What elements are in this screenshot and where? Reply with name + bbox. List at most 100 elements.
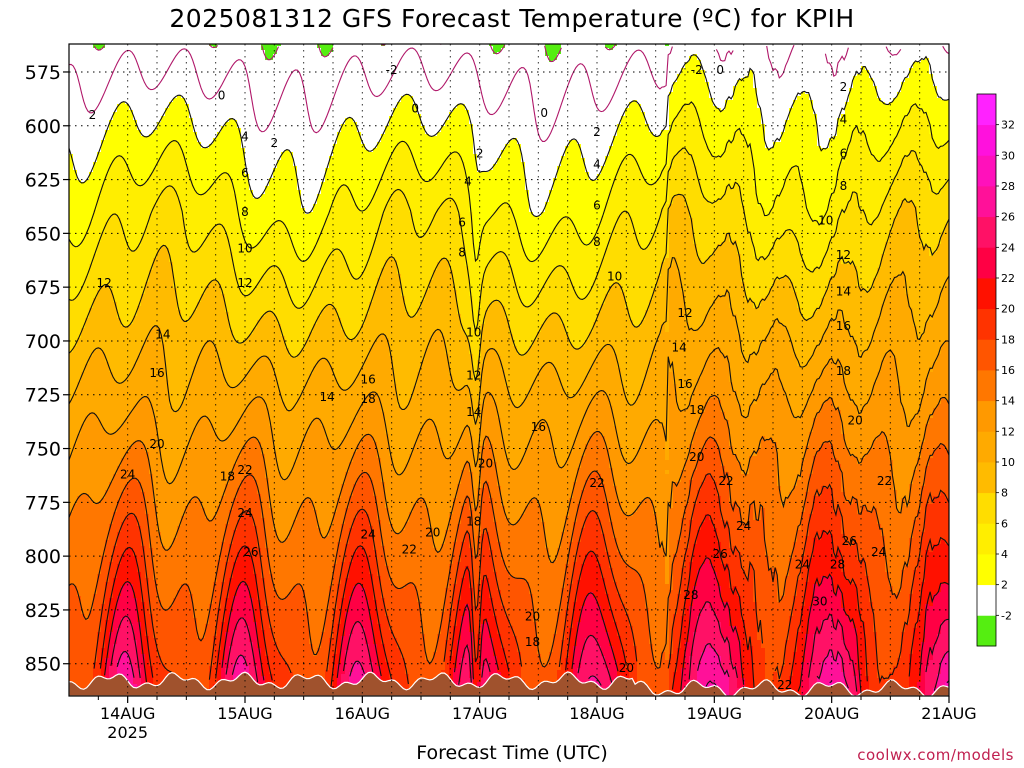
colorbar-tick-label: 14 [1001, 395, 1015, 408]
contour-label: 24 [736, 519, 751, 533]
contour-label: -2 [691, 63, 703, 77]
contour-label: 16 [531, 420, 546, 434]
contour-label: 6 [241, 166, 249, 180]
colorbar-tick-label: 22 [1001, 272, 1015, 285]
colorbar-swatch [977, 216, 996, 248]
colorbar-swatch [977, 492, 996, 524]
contour-label: 14 [836, 284, 851, 298]
contour-label: 16 [677, 377, 692, 391]
contour-label: 12 [237, 276, 252, 290]
y-tick-label: 750 [25, 439, 61, 461]
y-tick-label: 675 [25, 277, 61, 299]
colorbar-tick-label: 10 [1001, 456, 1015, 469]
contour-label: 4 [840, 112, 848, 126]
contour-label: 24 [361, 528, 376, 542]
contour-label: 18 [361, 392, 376, 406]
contour-label: 4 [464, 175, 472, 189]
contour-label: 8 [458, 246, 466, 260]
contour-label: 24 [871, 545, 886, 559]
colorbar-tick-label: 12 [1001, 425, 1015, 438]
contour-label: 26 [713, 547, 728, 561]
contour-label: 26 [842, 534, 857, 548]
colorbar-tick-label: 30 [1001, 149, 1015, 162]
contour-label: 8 [241, 205, 249, 219]
contour-label: 0 [716, 63, 724, 77]
contour-label: 28 [683, 588, 698, 602]
y-tick-label: 850 [25, 654, 61, 676]
isotherm-26 [116, 643, 949, 691]
colorbar-tick-label: 8 [1001, 487, 1008, 500]
contour-label: 22 [718, 474, 733, 488]
contour-label: 2 [593, 125, 601, 139]
colorbar-swatch [977, 155, 996, 187]
x-tick-label: 20AUG [804, 704, 859, 723]
x-tick-label: 15AUG [217, 704, 272, 723]
ground-surface [69, 671, 949, 696]
contour-label: 14 [155, 327, 170, 341]
contour-label: 10 [818, 213, 833, 227]
contour-label: 16 [149, 366, 164, 380]
contour-label: 26 [243, 545, 258, 559]
colorbar-swatch [977, 94, 996, 126]
contour-label: 8 [593, 235, 601, 249]
y-tick-label: 650 [25, 223, 61, 245]
contour-label: 2 [840, 80, 848, 94]
contour-label: 28 [830, 558, 845, 572]
contour-label: 18 [836, 364, 851, 378]
contour-label: 2 [271, 136, 279, 150]
y-tick-label: 600 [25, 116, 61, 138]
contour-label: 20 [149, 437, 164, 451]
y-tick-label: 700 [25, 331, 61, 353]
x-axis-label: Forecast Time (UTC) [416, 742, 608, 764]
x-tick-label: 21AUG [921, 704, 976, 723]
source-credit: coolwx.com/models [857, 746, 1014, 764]
colorbar-swatch [977, 247, 996, 279]
y-tick-label: 825 [25, 600, 61, 622]
colorbar-swatch [977, 278, 996, 310]
contour-label: 10 [466, 325, 481, 339]
colorbar-swatch [977, 339, 996, 371]
isotherm-10 [69, 256, 949, 425]
contour-label: 6 [593, 198, 601, 212]
contour-label: 24 [237, 506, 252, 520]
contour-label: 18 [220, 470, 235, 484]
contour-label: 22 [402, 543, 417, 557]
terrain-ground [69, 671, 949, 696]
x-tick-sublabel: 2025 [107, 723, 148, 742]
chart-title: 2025081312 GFS Forecast Temperature (ºC)… [169, 4, 855, 33]
colorbar-swatch [977, 370, 996, 402]
contour-label: 12 [466, 368, 481, 382]
contour-label: 18 [689, 403, 704, 417]
contour-label: 14 [671, 340, 686, 354]
contour-label: 24 [795, 558, 810, 572]
colorbar-swatch [977, 523, 996, 555]
contour-label: 22 [777, 678, 792, 692]
contour-label: 14 [466, 405, 481, 419]
colorbar-swatch [977, 615, 996, 647]
grid-lines [69, 44, 949, 696]
colorbar-tick-label: 4 [1001, 548, 1008, 561]
x-tick-label: 17AUG [452, 704, 507, 723]
isotherm-24 [110, 601, 949, 692]
x-tick-label: 14AUG [100, 704, 155, 723]
contour-label: 0 [411, 102, 419, 116]
contour-label: 6 [840, 147, 848, 161]
contour-label: 2 [89, 108, 97, 122]
isotherm-14 [69, 394, 949, 564]
contour-label: 0 [540, 106, 548, 120]
contour-label: 10 [607, 269, 622, 283]
colorbar-swatch [977, 554, 996, 586]
contour-label: -2 [386, 63, 398, 77]
contour-label: 20 [619, 661, 634, 675]
isotherm-22 [104, 557, 949, 694]
colorbar-swatch [977, 186, 996, 218]
contour-label: 12 [836, 248, 851, 262]
colorbar-swatch [977, 124, 996, 156]
isotherm-4 [69, 101, 949, 263]
contour-label: 20 [478, 457, 493, 471]
isotherm-0 [69, 44, 949, 142]
contour-label: 4 [241, 130, 249, 144]
contour-label: 18 [525, 635, 540, 649]
